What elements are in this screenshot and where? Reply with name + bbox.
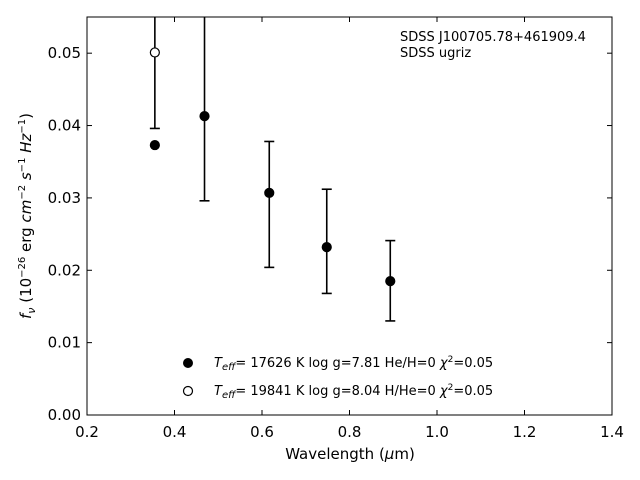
object-name-annotation: SDSS J100705.78+461909.4: [400, 30, 586, 45]
legend-entry-1: Teff= 17626 K log g=7.81 He/H=0 χ2=0.05: [214, 355, 493, 373]
x-tick-label: 1.4: [600, 423, 624, 441]
error-bars: [149, 17, 396, 322]
y-tick-label: 0.03: [48, 189, 81, 207]
y-tick-label: 0.01: [48, 334, 81, 352]
legend-marker-open: [182, 385, 194, 397]
y-tick-label: 0.04: [48, 117, 81, 135]
y-tick-label: 0.02: [48, 261, 81, 279]
x-axis-label: Wavelength (μm): [285, 445, 415, 463]
y-axis-label: fν (10−26 erg cm−2 s−1 Hz−1): [17, 113, 38, 319]
model-point-filled: [149, 139, 160, 151]
model-point-filled: [199, 111, 210, 122]
legend: Teff= 17626 K log g=7.81 He/H=0 χ2=0.05 …: [182, 355, 493, 401]
x-tick-label: 0.2: [75, 423, 99, 441]
x-tick-label: 0.6: [250, 423, 274, 441]
model-point-filled: [321, 242, 332, 253]
y-tick-label: 0.00: [48, 406, 81, 424]
x-tick-label: 0.8: [338, 423, 362, 441]
axis-ticks: 0.2 0.4 0.6 0.8 1.0 1.2 1.4 0.00 0.01 0.02 0.03 0.0…: [48, 17, 624, 441]
x-tick-label: 1.2: [513, 423, 537, 441]
y-tick-label: 0.05: [48, 44, 81, 62]
x-tick-label: 0.4: [163, 423, 187, 441]
legend-marker-filled: [183, 358, 193, 368]
model-point-filled: [264, 187, 275, 198]
data-points: [149, 47, 396, 287]
model-point-open: [149, 47, 160, 58]
model-point-filled: [385, 276, 396, 287]
legend-entry-2: Teff= 19841 K log g=8.04 H/He=0 χ2=0.05: [214, 383, 493, 401]
filter-set-annotation: SDSS ugriz: [400, 46, 471, 61]
x-tick-label: 1.0: [425, 423, 449, 441]
